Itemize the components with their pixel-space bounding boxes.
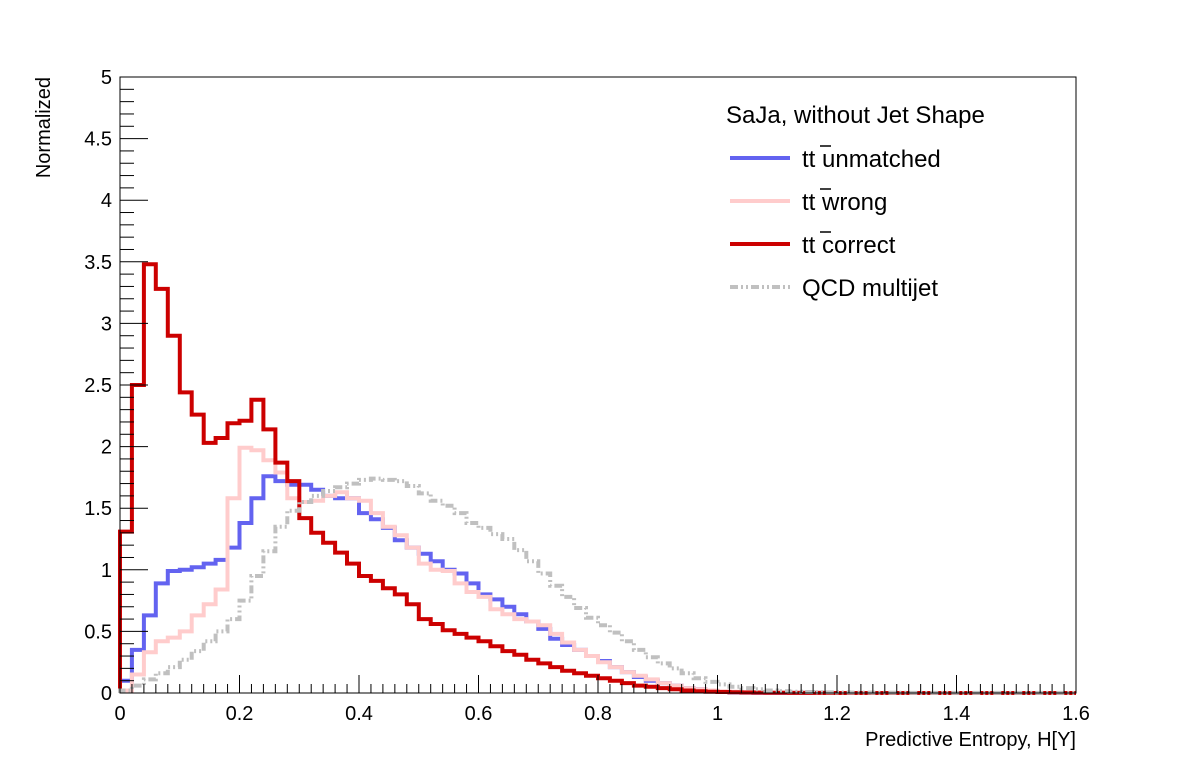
- x-tick-label: 1: [712, 703, 723, 725]
- x-axis-tick-labels: 0 0.2 0.4 0.6 0.8 1 1.2 1.4 1.6: [114, 703, 1089, 725]
- x-tick-label: 0: [114, 703, 125, 725]
- y-axis-ticks: [120, 76, 148, 694]
- x-tick-label: 0.4: [345, 703, 373, 725]
- legend-entry: QCD multijet: [730, 275, 938, 302]
- x-tick-label: 0.8: [584, 703, 612, 725]
- y-tick-label: 3: [101, 313, 112, 335]
- y-axis-title: Normalized: [33, 77, 55, 178]
- y-tick-label: 3.5: [84, 252, 112, 274]
- x-tick-label: 1.4: [943, 703, 971, 725]
- legend-label: tt wrong: [802, 189, 887, 216]
- x-tick-label: 0.6: [465, 703, 493, 725]
- x-axis-title: Predictive Entropy, H[Y]: [865, 729, 1076, 751]
- x-tick-label: 0.2: [226, 703, 254, 725]
- y-tick-label: 1: [101, 560, 112, 582]
- x-axis-ticks: [119, 675, 1077, 693]
- legend: SaJa, without Jet Shape tt unmatched tt w…: [726, 102, 985, 302]
- x-tick-label: 1.6: [1062, 703, 1090, 725]
- legend-entry: tt wrong: [730, 188, 887, 216]
- x-tick-label: 1.2: [823, 703, 851, 725]
- y-tick-label: 2.5: [84, 375, 112, 397]
- y-tick-label: 0.5: [84, 621, 112, 643]
- y-tick-label: 2: [101, 437, 112, 459]
- y-tick-label: 4.5: [84, 129, 112, 151]
- legend-label: tt correct: [802, 232, 896, 259]
- legend-entry: tt unmatched: [730, 145, 941, 173]
- y-tick-label: 5: [101, 67, 112, 89]
- y-axis-tick-labels: 0 0.5 1 1.5 2 2.5 3 3.5 4 4.5 5: [84, 67, 112, 705]
- y-tick-label: 0: [101, 683, 112, 705]
- y-tick-label: 4: [101, 190, 112, 212]
- y-tick-label: 1.5: [84, 498, 112, 520]
- legend-title: SaJa, without Jet Shape: [726, 102, 985, 129]
- legend-entry: tt correct: [730, 231, 896, 259]
- legend-label: QCD multijet: [802, 275, 938, 302]
- legend-label: tt unmatched: [802, 146, 941, 173]
